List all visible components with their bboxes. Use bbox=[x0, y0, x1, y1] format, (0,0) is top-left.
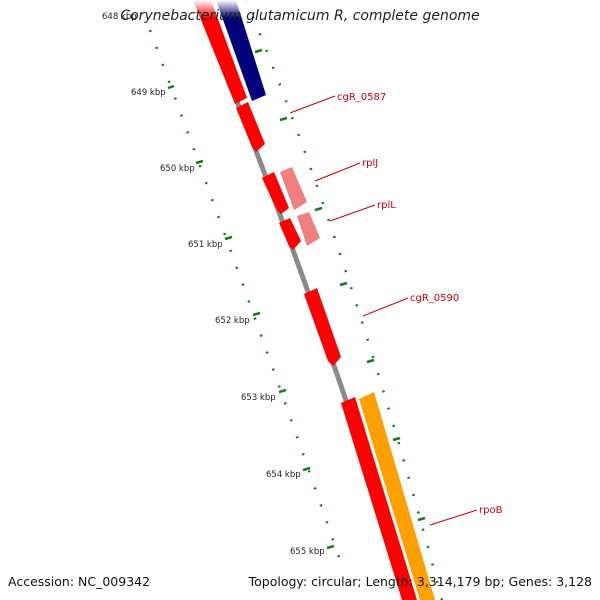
major-ticks bbox=[167, 84, 335, 550]
gene-labels: cgR_0587 rplJ rplL cgR_0590 rpoB bbox=[337, 92, 503, 516]
leader-line bbox=[362, 297, 409, 317]
major-tick bbox=[279, 116, 288, 122]
gene-label[interactable]: cgR_0587 bbox=[337, 92, 386, 103]
outer-major-ticks bbox=[254, 48, 426, 522]
tick-label: 655 kbp bbox=[290, 547, 325, 557]
major-tick bbox=[366, 358, 375, 364]
gene-rpoB[interactable] bbox=[359, 392, 435, 600]
gene-rplL[interactable] bbox=[297, 212, 320, 246]
gene-label[interactable]: rpoB bbox=[479, 505, 503, 516]
gene-block[interactable] bbox=[216, 0, 266, 101]
tick-label: 649 kbp bbox=[131, 88, 166, 98]
inner-tick-track bbox=[148, 29, 342, 561]
tick-labels: 648 kbp 649 kbp 650 kbp 651 kbp 652 kbp … bbox=[102, 12, 325, 557]
major-tick bbox=[417, 516, 426, 522]
gene-cgR_0590[interactable] bbox=[304, 288, 341, 366]
gene-red-650[interactable] bbox=[262, 172, 289, 214]
gene-red-long[interactable] bbox=[341, 397, 417, 600]
major-tick bbox=[302, 466, 311, 472]
top-fade bbox=[180, 0, 280, 18]
major-tick bbox=[326, 544, 335, 550]
leader-line bbox=[289, 95, 336, 114]
gene-label[interactable]: cgR_0590 bbox=[410, 293, 459, 304]
gene-label[interactable]: rplL bbox=[377, 200, 396, 211]
major-tick bbox=[254, 48, 263, 54]
major-tick bbox=[195, 159, 204, 165]
genome-summary-text: Topology: circular; Length: 3,314,179 bp… bbox=[248, 574, 592, 589]
gene-label-lines bbox=[289, 95, 478, 526]
major-tick bbox=[252, 311, 261, 317]
gene-block[interactable] bbox=[193, 0, 247, 104]
major-tick bbox=[278, 388, 287, 394]
major-tick bbox=[167, 84, 175, 90]
major-tick bbox=[339, 281, 348, 287]
genes bbox=[193, 0, 435, 600]
gene-red-651[interactable] bbox=[279, 218, 301, 250]
tick-label: 648 kbp bbox=[102, 12, 137, 22]
tick-label: 652 kbp bbox=[215, 316, 250, 326]
tick-label: 654 kbp bbox=[266, 470, 301, 480]
gene-cgR_0587[interactable] bbox=[236, 102, 265, 152]
major-tick bbox=[224, 235, 233, 241]
tick-label: 651 kbp bbox=[188, 240, 223, 250]
major-tick bbox=[314, 206, 323, 212]
tick-label: 650 kbp bbox=[160, 164, 195, 174]
leader-line bbox=[329, 204, 376, 222]
tick-label: 653 kbp bbox=[241, 393, 276, 403]
gene-rplJ[interactable] bbox=[280, 167, 307, 210]
genome-title: Corynebacterium glutamicum R, complete g… bbox=[120, 8, 480, 24]
accession-text: Accession: NC_009342 bbox=[8, 574, 151, 589]
gene-label[interactable]: rplJ bbox=[362, 158, 378, 169]
leader-line bbox=[429, 509, 478, 526]
leader-line bbox=[314, 162, 361, 182]
major-tick bbox=[392, 436, 401, 442]
